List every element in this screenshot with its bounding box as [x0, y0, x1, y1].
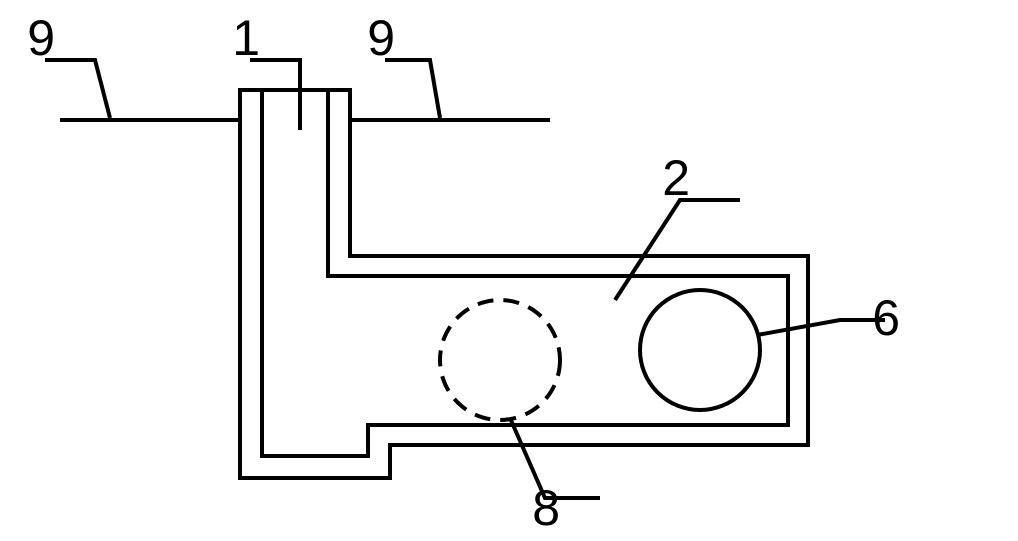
technical-diagram: 1 9 9 2 6 8: [0, 0, 1018, 541]
leader-2: [615, 200, 740, 300]
leader-1: [250, 60, 300, 130]
leader-9b: [385, 60, 440, 118]
circle-dashed: [440, 300, 560, 420]
inner-shell: [262, 90, 788, 456]
callout-label-1: 1: [232, 10, 260, 66]
callout-label-9a: 9: [27, 10, 55, 66]
callout-label-2: 2: [662, 150, 690, 206]
callout-label-6: 6: [872, 290, 900, 346]
circle-solid: [640, 290, 760, 410]
callout-label-8: 8: [532, 480, 560, 536]
callout-label-9b: 9: [367, 10, 395, 66]
leader-9a: [45, 60, 110, 118]
outer-shell: [240, 90, 808, 478]
leader-6: [757, 320, 885, 335]
